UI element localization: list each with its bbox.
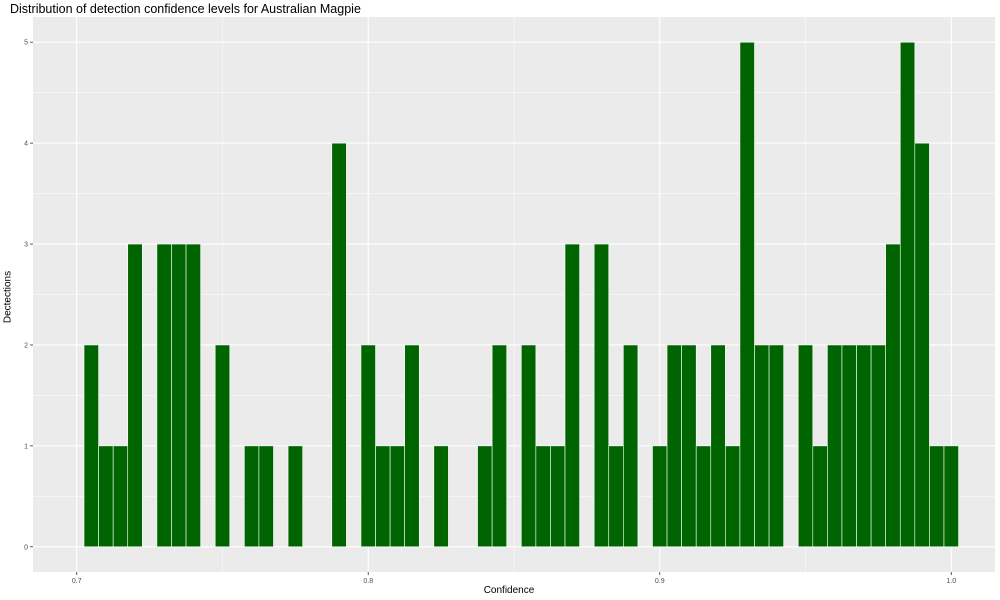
histogram-bar xyxy=(244,445,260,548)
histogram-bar xyxy=(870,344,886,548)
y-axis: 0 1 2 3 4 5 xyxy=(24,40,33,551)
y-tick-label: 0 xyxy=(24,544,28,551)
histogram-bar xyxy=(331,142,347,548)
histogram-bar xyxy=(754,344,770,548)
histogram-bar xyxy=(287,445,303,548)
histogram-bar xyxy=(171,243,187,548)
histogram-bar xyxy=(389,445,405,548)
histogram-bar xyxy=(856,344,872,548)
histogram-bar xyxy=(797,344,814,548)
histogram-bar xyxy=(710,344,726,548)
histogram-bar xyxy=(535,445,551,548)
histogram-bar xyxy=(827,344,843,548)
histogram-bar xyxy=(375,445,391,548)
histogram-bar xyxy=(593,243,610,548)
histogram-bar xyxy=(929,445,945,548)
y-tick-label: 2 xyxy=(24,342,28,349)
histogram-bar xyxy=(812,445,828,548)
histogram-bar xyxy=(214,344,231,548)
histogram-bar xyxy=(185,243,201,548)
histogram-bar xyxy=(83,344,99,548)
histogram-bar xyxy=(127,243,143,548)
histogram-bar xyxy=(681,344,697,548)
histogram-bar xyxy=(258,445,274,548)
x-tick-label: 1.0 xyxy=(946,578,956,585)
y-tick-label: 3 xyxy=(24,242,28,249)
histogram-bar xyxy=(623,344,639,548)
histogram-bar xyxy=(564,243,580,548)
histogram-bar xyxy=(360,344,376,548)
bars xyxy=(83,41,959,548)
x-axis-label: Confidence xyxy=(483,585,535,596)
histogram-bar xyxy=(914,142,930,548)
histogram-bar xyxy=(652,445,668,548)
y-tick-label: 1 xyxy=(24,443,28,450)
histogram-bar xyxy=(899,41,916,548)
histogram-bar xyxy=(841,344,857,548)
x-axis: 0.7 0.8 0.9 1.0 xyxy=(72,572,956,585)
histogram-bar xyxy=(768,344,784,548)
y-tick-label: 4 xyxy=(24,141,28,148)
histogram-bar xyxy=(112,445,129,548)
histogram-bar xyxy=(666,344,682,548)
histogram-bar xyxy=(739,41,755,548)
x-tick-label: 0.7 xyxy=(72,578,82,585)
histogram-bar xyxy=(491,344,508,548)
y-tick-label: 5 xyxy=(24,40,28,47)
histogram-bar xyxy=(943,445,959,548)
histogram-bar xyxy=(608,445,624,548)
histogram-bar xyxy=(550,445,566,548)
histogram-bar xyxy=(477,445,493,548)
x-tick-label: 0.9 xyxy=(655,578,665,585)
histogram-bar xyxy=(98,445,114,548)
histogram-bar xyxy=(433,445,449,548)
histogram-bar xyxy=(520,344,537,548)
histogram-bar xyxy=(404,344,420,548)
chart-title: Distribution of detection confidence lev… xyxy=(10,2,361,16)
histogram-bar xyxy=(695,445,712,548)
histogram-bar xyxy=(725,445,741,548)
histogram-bar xyxy=(156,243,172,548)
x-tick-label: 0.8 xyxy=(363,578,373,585)
histogram-bar xyxy=(885,243,901,548)
